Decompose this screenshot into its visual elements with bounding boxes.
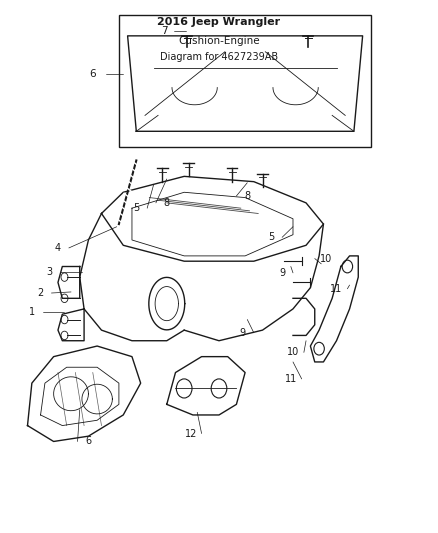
Text: 9: 9: [279, 268, 285, 278]
Text: 10: 10: [287, 348, 299, 358]
Text: 9: 9: [240, 328, 246, 338]
Text: 2016 Jeep Wrangler: 2016 Jeep Wrangler: [157, 17, 281, 27]
Text: 1: 1: [29, 306, 35, 317]
Text: 6: 6: [85, 437, 92, 447]
Text: 4: 4: [55, 243, 61, 253]
Text: 5: 5: [133, 203, 139, 213]
Text: 7: 7: [161, 26, 168, 36]
Text: 5: 5: [268, 232, 274, 243]
Text: 8: 8: [244, 191, 251, 201]
Text: 11: 11: [330, 284, 343, 294]
Text: 11: 11: [285, 374, 297, 384]
Bar: [119, 14, 371, 147]
Text: 2: 2: [37, 288, 44, 298]
Text: 10: 10: [319, 254, 332, 263]
Text: 3: 3: [46, 267, 52, 277]
Text: Diagram for 4627239AB: Diagram for 4627239AB: [160, 52, 278, 62]
Text: 12: 12: [184, 429, 197, 439]
Text: 6: 6: [89, 69, 96, 79]
Text: 8: 8: [164, 198, 170, 208]
Text: Cushion-Engine: Cushion-Engine: [178, 36, 260, 46]
